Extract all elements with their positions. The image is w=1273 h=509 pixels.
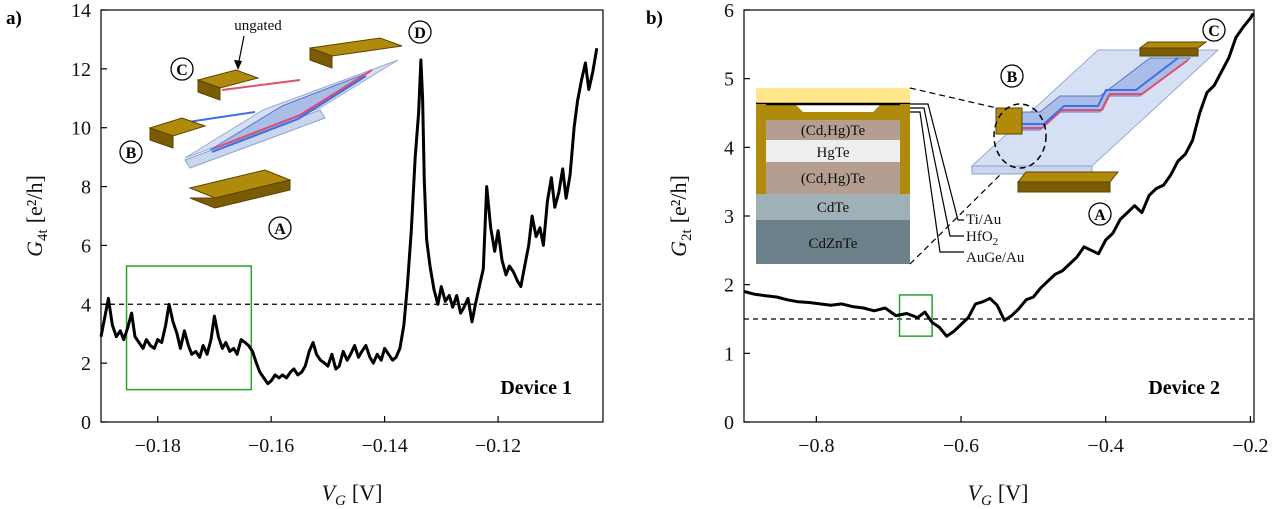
panel-b-curve (743, 12, 1255, 338)
layer-hgte (766, 140, 900, 162)
y-tick-label: 4 (81, 294, 91, 316)
layer-cdznte (756, 220, 910, 264)
device-b-contact-b (995, 107, 1023, 135)
y-tick-label: 12 (71, 59, 91, 81)
x-tick-label: −0.18 (135, 435, 181, 457)
device-b-contact-c (1138, 41, 1208, 49)
y-tick-label: 10 (71, 118, 91, 140)
device-b-zoom-circle (993, 103, 1047, 169)
layer-label-cdte: CdTe (817, 200, 850, 216)
y-tick-label: 5 (724, 69, 734, 91)
panel-b-device-label: Device 2 (1148, 377, 1220, 399)
y-tick-label: 6 (724, 0, 734, 22)
panel-a-x-ticks: −0.18 −0.16 −0.14 −0.12 (135, 416, 521, 457)
device-b-contact-a (1016, 171, 1120, 183)
panel-a: a) 0 2 4 6 8 10 12 14 −0.18 −0.16 −0.14 −0.12 Devi… (6, 0, 604, 509)
marker-c-label: C (176, 62, 188, 79)
marker-b2-label: B (1007, 69, 1018, 86)
panel-b-x-ticks: −0.8 −0.6 −0.4 −0.2 (798, 416, 1269, 457)
marker-b-circle (119, 140, 143, 164)
leader-augeau (910, 111, 964, 253)
panel-a-y-ticks: 0 2 4 6 8 10 12 14 (71, 0, 107, 434)
marker-b2-circle (1000, 64, 1024, 88)
contact-b-side (149, 127, 174, 149)
x-tick-label: −0.4 (1088, 435, 1124, 457)
panel-a-plot-frame (100, 9, 604, 423)
device-b-edge-blue (1010, 57, 1179, 125)
x-tick-label: −0.2 (1232, 435, 1268, 457)
layer-cdhgte-lower (766, 162, 900, 194)
panel-a-device-schematic: ungated A B C D (119, 18, 432, 240)
contact-a-side (189, 179, 291, 209)
marker-a2-circle (1088, 202, 1112, 226)
y-tick-label: 8 (81, 177, 91, 199)
contact-label-augeau: AuGe/Au (966, 250, 1025, 266)
layer-label-cdhgte-upper: (Cd,Hg)Te (801, 123, 866, 139)
layer-label-cdznte: CdZnTe (809, 236, 858, 252)
leader-tiau (910, 103, 964, 221)
y-tick-label: 0 (81, 412, 91, 434)
y-tick-label: 2 (724, 275, 734, 297)
panel-a-y-axis-label: G4t[e²/h] (22, 175, 51, 257)
layer-cdhgte-upper (766, 120, 900, 140)
x-tick-label: −0.14 (361, 435, 407, 457)
panel-b-x-axis-label: VG [V] (968, 480, 1029, 509)
edge-channel-red-top (221, 79, 301, 91)
edge-channel-blue-left (187, 111, 256, 123)
y-tick-label: 6 (81, 235, 91, 257)
marker-c2-circle (1202, 18, 1226, 42)
panel-b: b) 0 1 2 3 4 5 6 −0.8 −0.6 −0.4 −0.2 Device 2 VG[… (646, 0, 1269, 509)
panel-a-label: a) (6, 8, 22, 29)
x-tick-label: −0.16 (248, 435, 294, 457)
ungated-label: ungated (234, 18, 282, 34)
panel-a-curve (99, 48, 599, 386)
marker-d-circle (408, 20, 432, 44)
x-tick-label: −0.12 (475, 435, 521, 457)
contact-d-side (309, 47, 333, 69)
x-tick-label: −0.8 (798, 435, 834, 457)
layer-right-contact (900, 104, 910, 194)
ungated-arrow-head (234, 60, 242, 70)
layer-contact-gold (756, 104, 910, 122)
y-tick-label: 4 (724, 137, 734, 159)
contact-label-hfo2: HfO2 (966, 229, 998, 248)
y-tick-label: 14 (71, 0, 91, 22)
marker-a-circle (268, 216, 292, 240)
panel-a-highlight-box (125, 265, 253, 391)
marker-d-label: D (414, 25, 426, 42)
substrate-slab (184, 109, 326, 169)
marker-c2-label: C (1208, 23, 1220, 40)
y-tick-label: 1 (724, 343, 734, 365)
marker-a-label: A (274, 221, 286, 238)
panel-b-label: b) (646, 8, 663, 29)
edge-channel-blue (211, 75, 367, 153)
edge-channel-red (214, 69, 373, 149)
contact-label-tiau: Ti/Au (966, 212, 1002, 228)
layer-top-gold-film (756, 88, 910, 104)
panel-b-y-ticks: 0 1 2 3 4 5 6 (724, 0, 750, 434)
y-tick-label: 0 (724, 412, 734, 434)
device-b-contact-c-side (1139, 47, 1199, 57)
panel-b-device-schematic: B A C (970, 18, 1226, 226)
layer-left-contact (756, 104, 766, 194)
layer-label-hgte: HgTe (816, 145, 849, 161)
x-tick-label: −0.6 (943, 435, 979, 457)
panel-b-y-axis-label: G2t[e²/h] (666, 175, 695, 257)
y-tick-label: 3 (724, 206, 734, 228)
layer-cdte (756, 194, 910, 220)
panel-a-device-label: Device 1 (500, 377, 572, 399)
device-b-edge-red (1008, 59, 1189, 129)
device-b-contact-a-side (1017, 181, 1111, 193)
marker-c-circle (170, 57, 194, 81)
layer-stack-inset: (Cd,Hg)Te HgTe (Cd,Hg)Te CdTe CdZnTe Ti/… (756, 87, 1041, 266)
contact-c-side (197, 79, 221, 101)
marker-b-label: B (126, 145, 137, 162)
layer-label-cdhgte-lower: (Cd,Hg)Te (801, 171, 866, 187)
y-tick-label: 2 (81, 353, 91, 375)
leader-hfo2 (910, 107, 964, 237)
zoom-dash-bottom (909, 174, 1001, 265)
panel-a-x-axis-label: VG [V] (322, 480, 383, 509)
marker-a2-label: A (1094, 207, 1106, 224)
